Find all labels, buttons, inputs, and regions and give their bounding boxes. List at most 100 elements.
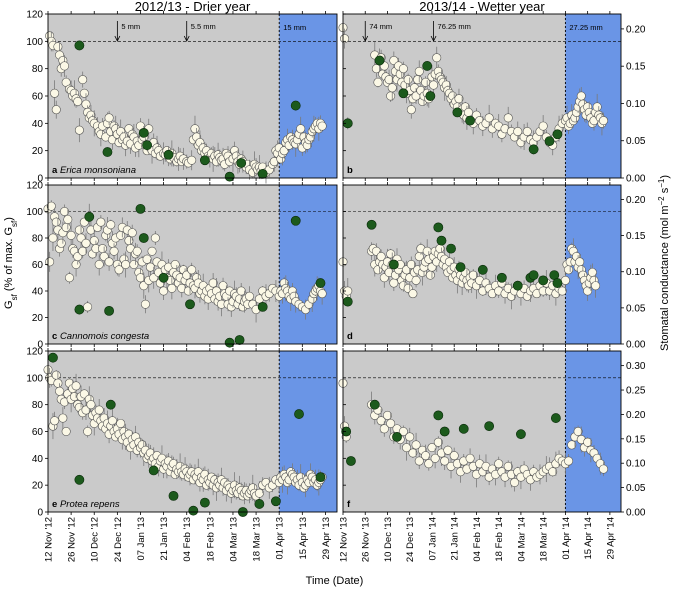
- data-point: [105, 258, 113, 266]
- data-point: [54, 379, 62, 387]
- green-data-point: [235, 335, 244, 344]
- x-tick-label: 18 Feb '14: [494, 517, 505, 562]
- y-tick-label: 60: [32, 92, 44, 103]
- label-part: G: [3, 300, 15, 309]
- green-data-point: [106, 400, 115, 409]
- data-point: [504, 114, 512, 122]
- x-tick-label: 01 Apr '13: [275, 517, 286, 560]
- data-point: [62, 223, 70, 231]
- x-tick-label: 18 Feb '13: [205, 517, 216, 562]
- data-point: [191, 125, 199, 133]
- data-point: [386, 92, 394, 100]
- green-data-point: [159, 273, 168, 282]
- label-part: ): [3, 217, 15, 221]
- green-data-point: [291, 101, 300, 110]
- green-data-point: [136, 204, 145, 213]
- green-data-point: [164, 150, 173, 159]
- green-data-point: [434, 223, 443, 232]
- x-tick-label: 29 Apr '14: [605, 517, 616, 560]
- green-data-point: [316, 278, 325, 287]
- green-data-point: [343, 297, 352, 306]
- green-data-point: [478, 265, 487, 274]
- y-tick-label: 0: [37, 508, 43, 519]
- green-data-point: [367, 220, 376, 229]
- right-y-tick-label: 0.25: [626, 386, 646, 397]
- y-tick-label: 20: [32, 481, 44, 492]
- data-point: [413, 75, 421, 83]
- x-tick-label: 26 Nov '13: [361, 517, 372, 562]
- right-y-tick-label: 0.30: [626, 361, 646, 372]
- data-point: [107, 221, 115, 229]
- green-data-point: [426, 91, 435, 100]
- green-data-point: [465, 116, 474, 125]
- data-point: [90, 236, 98, 244]
- x-tick-label: 21 Jan '14: [450, 517, 461, 561]
- data-point: [95, 406, 103, 414]
- green-data-point: [551, 413, 560, 422]
- data-point: [83, 303, 91, 311]
- green-data-point: [539, 276, 548, 285]
- label-part: ): [659, 175, 671, 179]
- green-data-point: [423, 61, 432, 70]
- data-point: [171, 260, 179, 268]
- panel-c: c Cannomois congesta020406080100120: [26, 181, 337, 351]
- green-data-point: [271, 497, 280, 506]
- rain-event-label: 5 mm: [121, 22, 140, 31]
- data-point: [65, 274, 73, 282]
- green-data-point: [553, 130, 562, 139]
- green-data-point: [392, 432, 401, 441]
- data-point: [318, 289, 326, 297]
- data-point: [296, 125, 304, 133]
- green-data-point: [440, 427, 449, 436]
- x-tick-labels-2012: 12 Nov '12 26 Nov '12 10 Dec '12 24 Dec '12…: [44, 517, 332, 562]
- panel-d: d0.000.050.100.150.20: [339, 182, 646, 351]
- panel-letter: b: [347, 165, 353, 176]
- data-point: [388, 84, 396, 92]
- rain-event-label: 74 mm: [369, 22, 392, 31]
- green-data-point: [346, 456, 355, 465]
- green-data-point: [103, 147, 112, 156]
- data-point: [108, 417, 116, 425]
- data-point: [599, 116, 607, 124]
- green-data-point: [189, 506, 198, 515]
- data-point: [50, 89, 58, 97]
- green-data-point: [139, 128, 148, 137]
- data-point: [62, 427, 70, 435]
- x-tick-label: 24 Dec '12: [113, 517, 124, 562]
- green-data-point: [389, 260, 398, 269]
- figure-canvas: 2012/13 - Drier year 2013/14 - Wetter yea…: [0, 0, 676, 589]
- right-y-tick-label: 0.10: [626, 459, 646, 470]
- green-data-point: [294, 409, 303, 418]
- data-point: [67, 231, 75, 239]
- y-tick-label: 120: [26, 10, 43, 21]
- right-y-tick-label: 0.00: [626, 340, 646, 351]
- green-data-point: [85, 212, 94, 221]
- data-point: [50, 417, 58, 425]
- y-tick-label: 80: [32, 64, 44, 75]
- data-point: [564, 266, 572, 274]
- right-y-tick-label: 0.15: [626, 434, 646, 445]
- data-point: [82, 239, 90, 247]
- x-tick-label: 07 Jan '13: [136, 517, 147, 561]
- green-data-point: [291, 216, 300, 225]
- y-tick-label: 100: [26, 373, 43, 384]
- x-tick-label: 29 Apr '13: [321, 517, 332, 560]
- green-data-point: [139, 233, 148, 242]
- data-point: [591, 282, 599, 290]
- green-data-point: [485, 422, 494, 431]
- panel-b: 27.25 mm74 mm 76.25 mmb0.000.050.100.150.…: [339, 11, 646, 185]
- y-tick-label: 100: [26, 207, 43, 218]
- wet-season-shading: [279, 185, 337, 344]
- data-point: [74, 97, 82, 105]
- green-data-point: [258, 302, 267, 311]
- data-point: [55, 387, 63, 395]
- data-point: [57, 239, 65, 247]
- data-point: [59, 414, 67, 422]
- data-point: [429, 81, 437, 89]
- green-data-point: [255, 499, 264, 508]
- data-point: [450, 451, 458, 459]
- data-point: [415, 67, 423, 75]
- data-point: [433, 54, 441, 62]
- x-tick-label: 26 Nov '12: [67, 517, 78, 562]
- x-tick-label: 04 Feb '14: [472, 517, 483, 562]
